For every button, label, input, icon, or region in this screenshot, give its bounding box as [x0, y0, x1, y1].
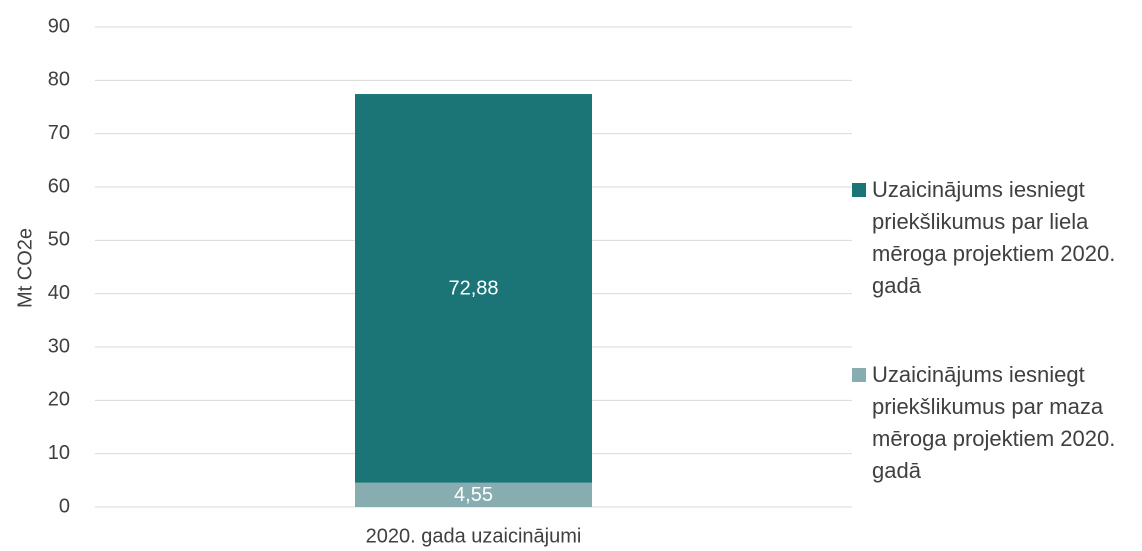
legend-label: Uzaicinājums iesniegt priekšlikumus par …: [872, 362, 1116, 483]
y-tick-label: 60: [48, 175, 70, 197]
data-label: 72,88: [448, 278, 498, 300]
legend-label: Uzaicinājums iesniegt priekšlikumus par …: [872, 177, 1116, 298]
legend-item: Uzaicinājums iesniegt priekšlikumus par …: [852, 359, 1137, 487]
y-tick-label: 10: [48, 442, 70, 464]
y-tick-label: 70: [48, 122, 70, 144]
y-axis-label: Mt CO2e: [14, 228, 36, 308]
y-tick-label: 20: [48, 389, 70, 411]
x-tick-label: 2020. gada uzaicinājumi: [366, 525, 582, 547]
legend-swatch: [852, 183, 866, 197]
y-tick-label: 80: [48, 69, 70, 91]
bar-segment: [355, 482, 592, 507]
y-tick-label: 0: [59, 495, 70, 517]
legend-swatch: [852, 368, 866, 382]
y-tick-label: 40: [48, 282, 70, 304]
data-label: 4,55: [454, 484, 493, 506]
bar-segment: [355, 94, 592, 483]
legend-item: Uzaicinājums iesniegt priekšlikumus par …: [852, 174, 1137, 302]
legend: Uzaicinājums iesniegt priekšlikumus par …: [852, 174, 1137, 544]
y-tick-label: 90: [48, 15, 70, 37]
y-tick-label: 30: [48, 335, 70, 357]
y-tick-label: 50: [48, 229, 70, 251]
